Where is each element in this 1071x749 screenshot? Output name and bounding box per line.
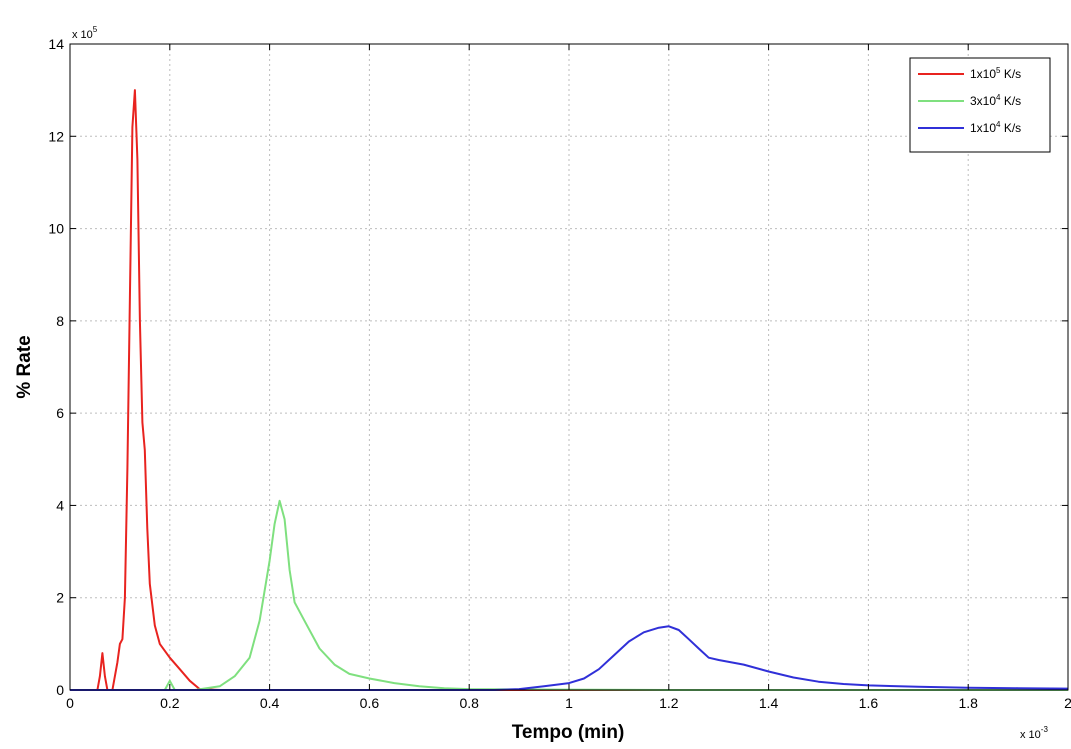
y-tick-label: 4 bbox=[56, 497, 64, 513]
x-tick-label: 1 bbox=[565, 695, 573, 711]
y-tick-label: 14 bbox=[48, 36, 64, 52]
y-tick-label: 12 bbox=[48, 128, 64, 144]
legend-label: 1x104 K/s bbox=[970, 120, 1021, 135]
series-line bbox=[70, 89, 1068, 691]
y-tick-label: 6 bbox=[56, 405, 64, 421]
x-tick-label: 0.2 bbox=[160, 695, 180, 711]
y-multiplier-exponent: 5 bbox=[93, 25, 98, 34]
y-tick-label: 10 bbox=[48, 221, 64, 237]
x-tick-label: 0.6 bbox=[360, 695, 380, 711]
legend-box bbox=[909, 57, 1051, 153]
y-axis-label: % Rate bbox=[14, 335, 35, 398]
y-axis-ticks: 0 2 4 6 8 10 12 14 bbox=[48, 36, 1068, 698]
grid-lines bbox=[70, 44, 1068, 690]
x-tick-label: 2 bbox=[1064, 695, 1071, 711]
series-lines bbox=[70, 89, 1069, 691]
y-tick-label: 0 bbox=[56, 682, 64, 698]
x-tick-label: 0 bbox=[66, 695, 74, 711]
x-multiplier-exponent: -3 bbox=[1041, 725, 1049, 734]
plot-area bbox=[70, 44, 1068, 690]
series-line bbox=[70, 499, 1068, 691]
x-tick-label: 0.4 bbox=[260, 695, 280, 711]
legend: 1x105 K/s 3x104 K/s 1x104 K/s bbox=[909, 57, 1051, 153]
y-tick-label: 2 bbox=[56, 590, 64, 606]
x-axis-label: Tempo (min) bbox=[512, 722, 625, 743]
x-multiplier: x 10-3 bbox=[1020, 725, 1048, 741]
legend-label: 1x105 K/s bbox=[970, 66, 1021, 81]
x-axis-ticks: 0 0.2 0.4 0.6 0.8 1 1.2 1.4 1.6 1.8 2 bbox=[66, 44, 1071, 711]
x-tick-label: 1.8 bbox=[958, 695, 978, 711]
series-line bbox=[70, 625, 1069, 691]
legend-label: 3x104 K/s bbox=[970, 93, 1021, 108]
y-tick-label: 8 bbox=[56, 313, 64, 329]
x-tick-label: 1.6 bbox=[859, 695, 879, 711]
x-tick-label: 1.2 bbox=[659, 695, 679, 711]
y-multiplier: x 105 bbox=[72, 25, 98, 41]
x-tick-label: 1.4 bbox=[759, 695, 779, 711]
x-tick-label: 0.8 bbox=[459, 695, 479, 711]
